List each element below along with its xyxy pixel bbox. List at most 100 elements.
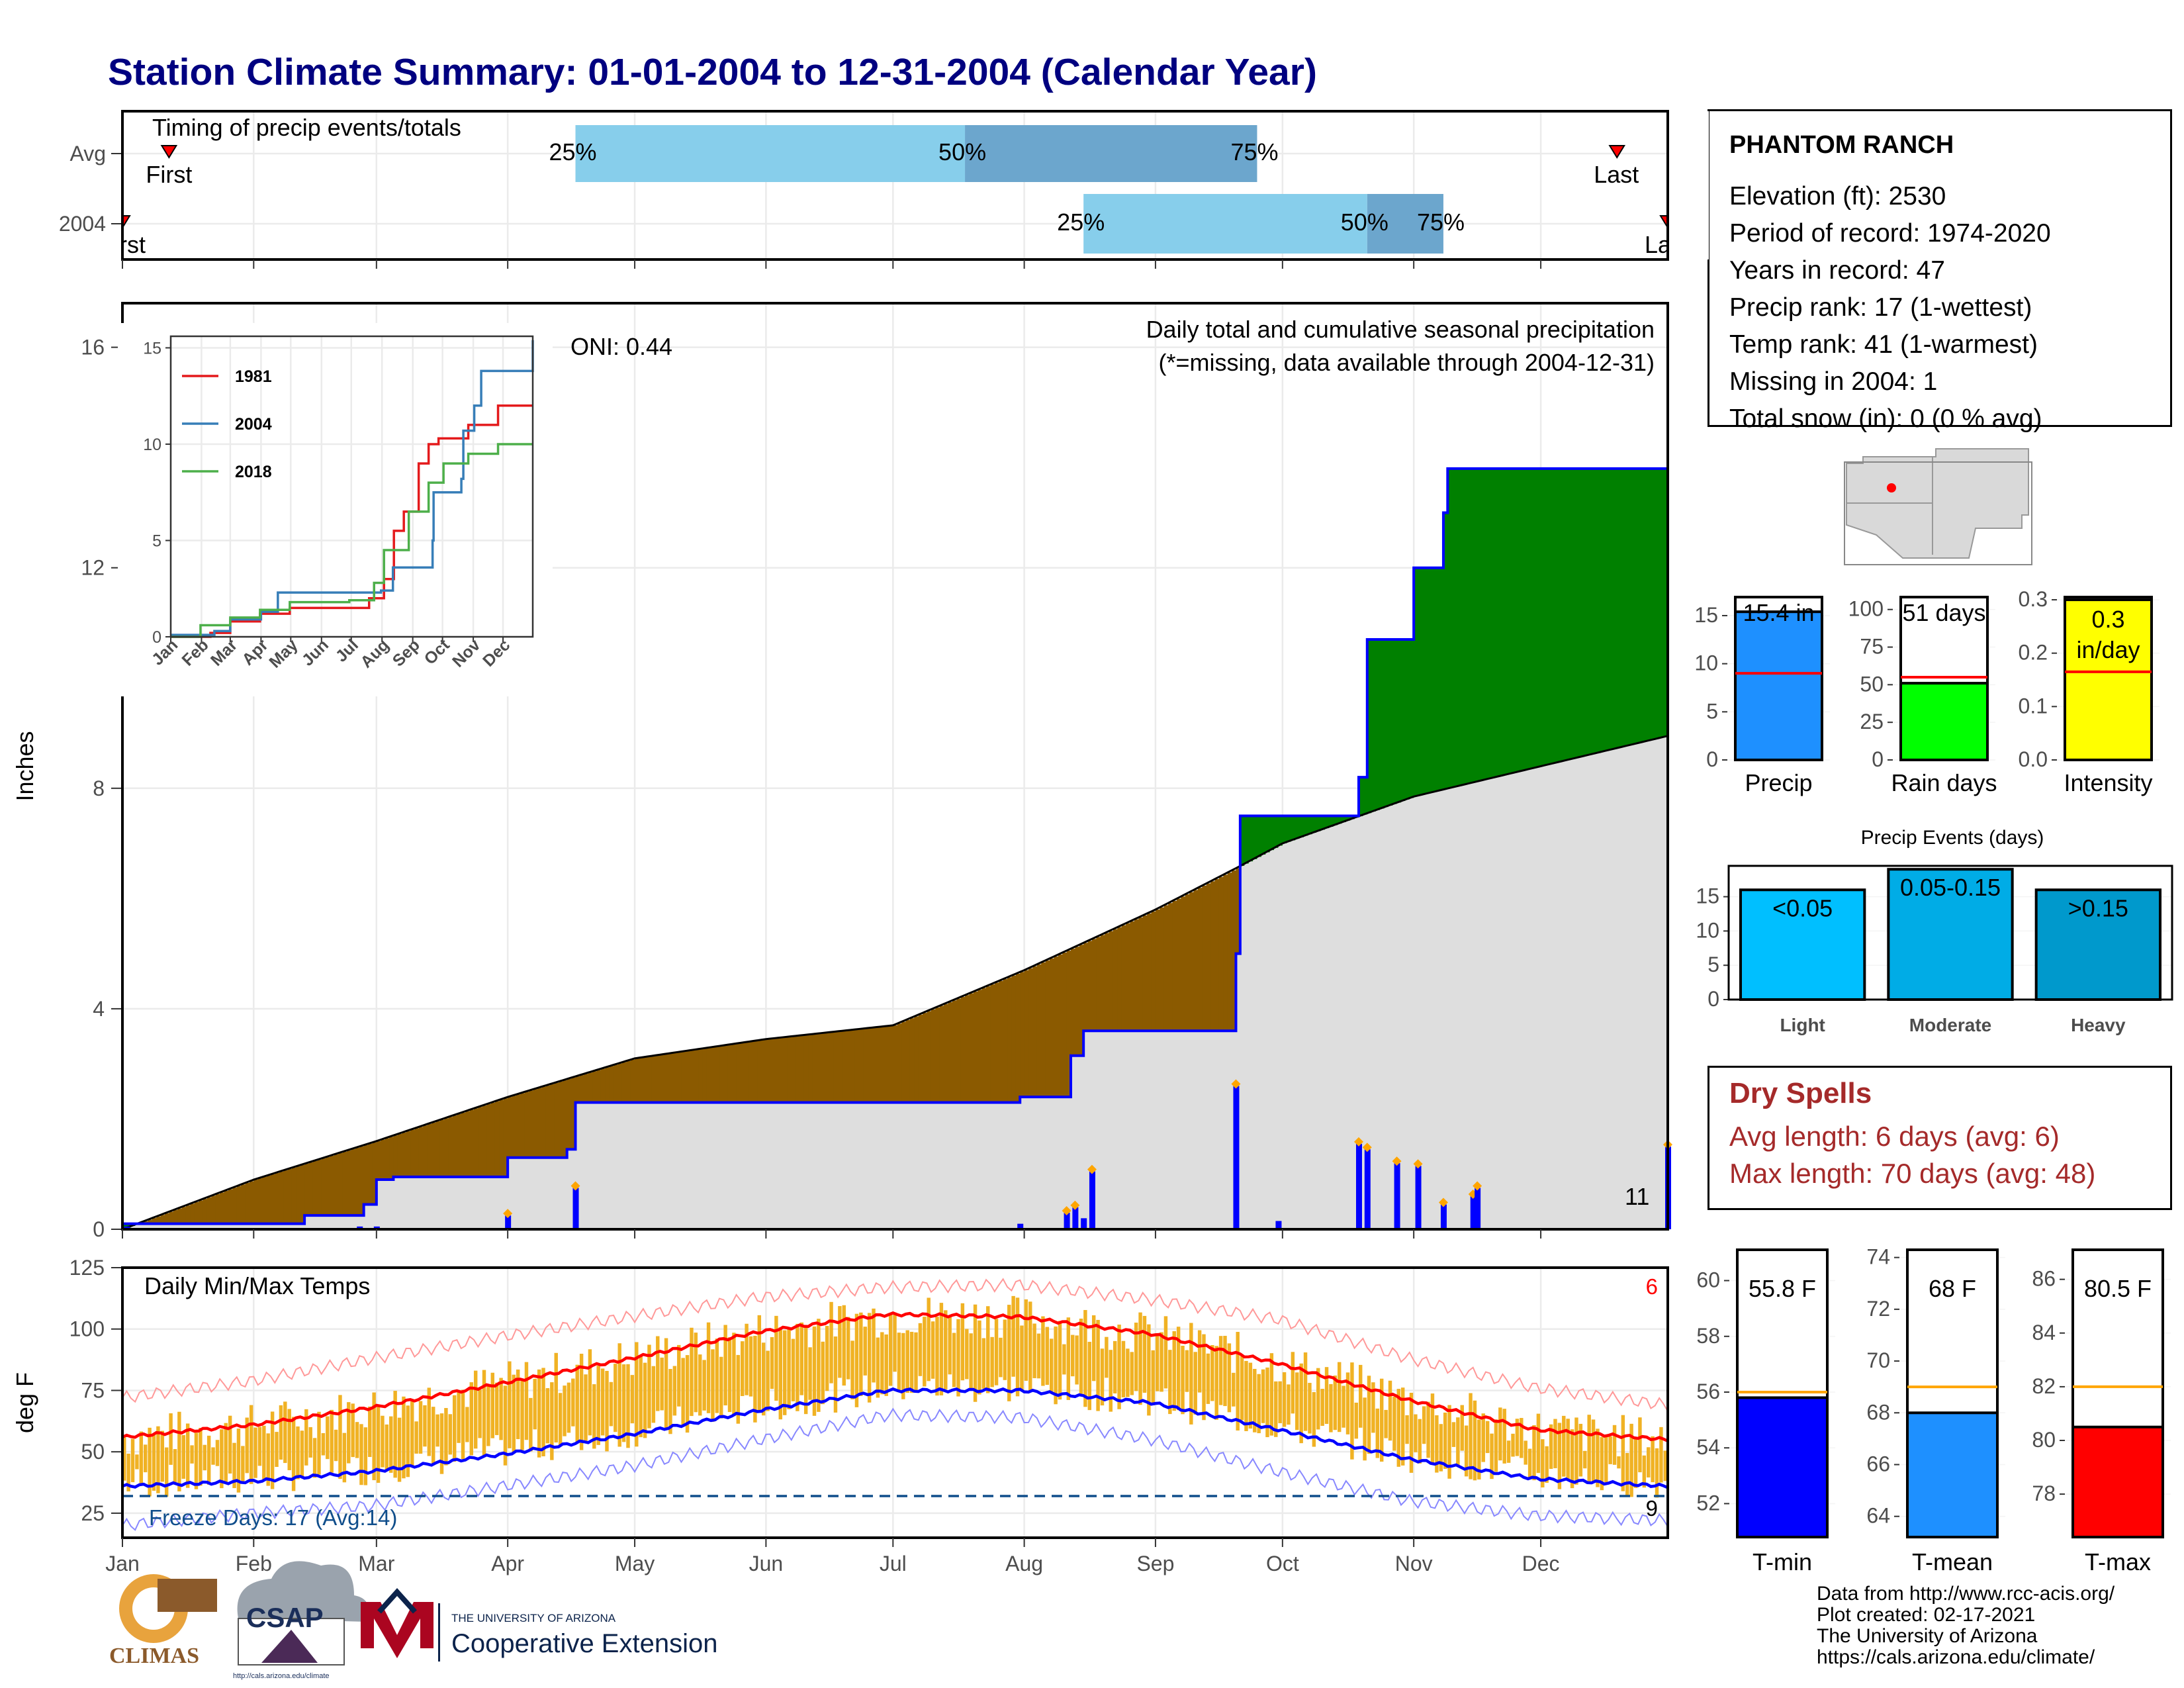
precip-surplus-deficit [1379,639,1385,809]
daily-temp-range-bar [999,1337,1003,1378]
daily-temp-range-bar [702,1360,706,1411]
precip-surplus-deficit [1553,468,1559,763]
precip-surplus-deficit [685,1051,691,1103]
timing-right-mask [1669,111,1709,259]
footer-line: The University of Arizona [1817,1625,2038,1647]
precip-avg-area [1036,1097,1042,1229]
precip-avg-area [876,1102,881,1229]
daily-temp-range-bar [732,1333,736,1417]
precip-surplus-deficit [1596,468,1601,753]
precip-avg-area [791,1102,796,1229]
precip-avg-area [418,1176,424,1229]
month-label: Feb [236,1552,272,1575]
precip-avg-area [782,1102,788,1229]
timing-avg-bar-q25-q50 [575,125,966,182]
precip-avg-area [1612,749,1618,1229]
precip-avg-area [1625,745,1631,1229]
precip-surplus-deficit [1214,878,1220,1031]
daily-temp-range-bar [1633,1438,1638,1488]
station-years: Years in record: 47 [1729,256,1945,285]
precip-avg-area [1045,1097,1050,1229]
precip-avg-area [1600,752,1605,1229]
precip-avg-area [220,1223,225,1229]
precip-avg-area [1121,1031,1126,1229]
daily-temp-range-bar [1469,1393,1473,1479]
daily-temp-range-bar [330,1409,334,1473]
precip-avg-area [283,1223,289,1229]
precip-surplus-deficit [423,1125,428,1177]
daily-temp-range-bar [1617,1456,1621,1469]
precip-surplus-deficit [439,1119,445,1177]
precip-surplus-deficit [1087,941,1093,1031]
daily-temp-range-bar [1464,1425,1469,1477]
precip-avg-area [372,1204,377,1229]
precip-avg-area [1608,750,1614,1229]
precip-avg-area [1117,1031,1122,1229]
daily-precip-marker [1354,1137,1363,1147]
precip-avg-area [330,1215,335,1229]
tstat-bar [2071,1425,2164,1538]
daily-temp-range-bar [368,1406,372,1458]
precip-avg-area [1096,1031,1101,1229]
precip-surplus-deficit [888,1025,894,1103]
precip-avg-area [690,1102,695,1229]
precip-surplus-deficit [270,1174,276,1224]
precip-surplus-deficit [503,1098,508,1177]
timing-2004-label-75: 75% [1417,209,1465,236]
tstat-ytick-label: 72 [1866,1297,1890,1321]
precip-avg-area [533,1157,538,1229]
precip-avg-area [635,1102,640,1229]
precip-avg-area [266,1223,271,1229]
precip-surplus-deficit [927,1011,932,1103]
daily-temp-range-bar [694,1333,698,1413]
precip-avg-area [1062,1097,1068,1229]
precip-surplus-deficit [1028,968,1034,1098]
daily-temp-range-bar [558,1393,563,1446]
precip-surplus-deficit [236,1186,242,1224]
daily-temp-range-bar [1155,1335,1160,1391]
precip-avg-area [909,1102,915,1229]
tstat-bar [1906,1411,1999,1538]
pstat-ytick-label: 0.3 [2019,587,2048,611]
precip-2004-cumulative-line [122,380,1669,1225]
precip-avg-area [1338,823,1343,1229]
precip-surplus-deficit [1388,639,1393,806]
precip-avg-area [1202,1031,1207,1229]
daily-temp-range-bar [1663,1450,1668,1481]
daily-precip-bar [1064,1213,1070,1229]
precip-avg-area [757,1102,762,1229]
precip-surplus-deficit [944,1004,949,1103]
precip-avg-area [872,1102,877,1229]
precip-avg-area [1591,754,1597,1229]
tstat-ytick-label: 86 [2032,1267,2056,1291]
precip-avg-area [643,1102,649,1229]
precip-surplus-deficit [672,1053,678,1103]
precip-avg-area [1447,788,1453,1229]
daily-temp-range-bar [389,1416,393,1473]
precip-surplus-deficit [799,1035,805,1103]
daily-temp-range-bar [363,1427,368,1485]
pstat-value-label: 0.3 [2091,606,2124,633]
precip-avg-area [317,1215,322,1229]
month-label: Mar [358,1552,394,1575]
precip-avg-area [397,1176,403,1229]
daily-temp-range-bar [808,1347,812,1400]
precip-avg-area [825,1102,831,1229]
precip-avg-area [1574,758,1580,1229]
precip-avg-area [1405,799,1410,1229]
daily-temp-range-bar [1176,1327,1181,1411]
daily-temp-range-bar [842,1305,846,1386]
precip-avg-area [939,1102,944,1229]
temps-title: Daily Min/Max Temps [144,1272,370,1299]
precip-surplus-deficit [787,1037,792,1103]
precip-avg-area [1439,790,1444,1229]
daily-precip-bar [1089,1171,1095,1229]
university-logo: THE UNIVERSITY OF ARIZONA Cooperative Ex… [361,1588,717,1662]
precip-surplus-deficit [715,1046,720,1103]
locator-map [1844,448,2032,565]
timing-2004-bar-q50-q75 [1367,194,1443,254]
precip-avg-area [508,1157,513,1229]
daily-temp-range-bar [283,1401,287,1464]
footer-line: Data from http://www.rcc-acis.org/ [1817,1583,2115,1605]
precip-surplus-deficit [185,1205,191,1224]
